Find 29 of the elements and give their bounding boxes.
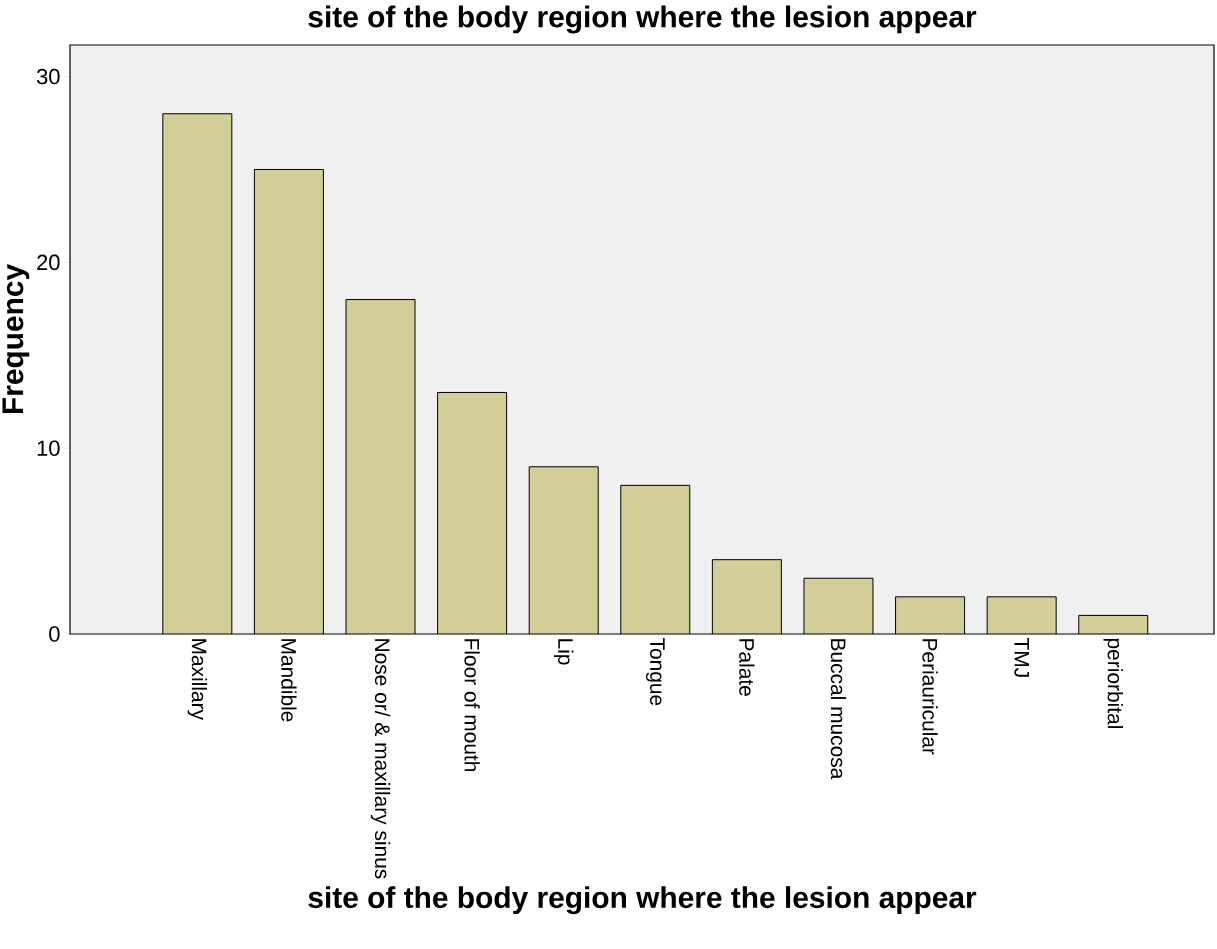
bar [987,596,1057,634]
x-tick-label: Mandible [281,639,297,722]
x-tick-label: Floor of mouth [464,639,480,772]
y-axis-title: Frequency [2,264,30,414]
bar [162,113,232,634]
y-tick-label: 0 [49,626,60,642]
chart-title: site of the body region where the lesion appear [308,5,977,34]
y-tick-label: 10 [37,440,60,456]
bar [437,392,507,634]
x-tick-label: Lip [553,639,574,665]
x-axis-title: site of the body region where the lesion appear [308,886,977,915]
x-tick-label: Tongue [645,637,665,706]
bar [254,169,324,634]
bar [529,466,599,634]
y-tick-label: 20 [37,254,60,271]
x-tick-label: TMJ [1014,637,1029,677]
y-tick-label: 30 [36,68,60,85]
x-tick-label: Periauricular [922,639,938,755]
bar [620,485,690,634]
x-tick-label: periorbital [1103,638,1123,728]
bar [803,578,873,634]
x-tick-label: Palate [739,639,755,696]
x-tick-label: Buccal mucosa [830,639,847,780]
x-tick-label: Nose or/ & maxillary sinus [370,639,391,879]
x-tick-label: Maxillary [187,639,208,720]
bar [346,299,415,634]
bar [712,559,782,634]
bar [895,596,965,634]
bar [1078,614,1149,634]
